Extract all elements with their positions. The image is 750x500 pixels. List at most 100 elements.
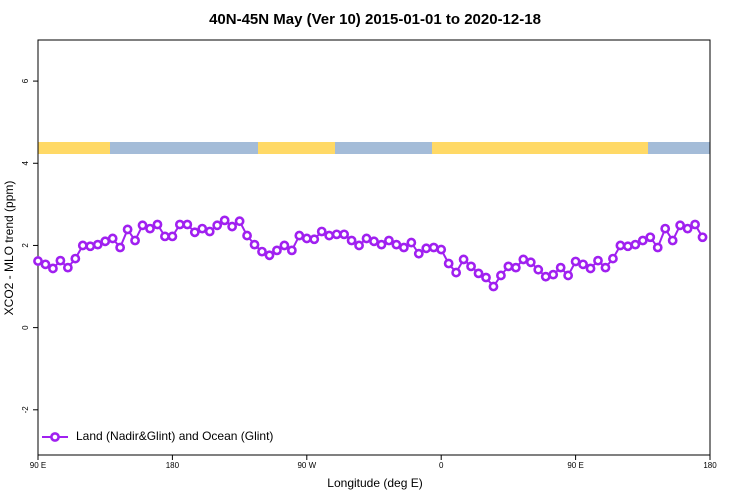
data-point: [346, 235, 357, 246]
data-point: [570, 256, 581, 267]
data-point: [272, 245, 282, 256]
data-point: [249, 239, 260, 250]
data-point: [585, 263, 596, 274]
ocean-band: [648, 142, 710, 154]
y-tick-label: 2: [21, 243, 30, 248]
y-tick-label: 0: [21, 325, 30, 330]
data-point: [137, 220, 148, 231]
data-point: [40, 259, 51, 270]
chart-title: 40N-45N May (Ver 10) 2015-01-01 to 2020-…: [209, 11, 541, 28]
data-point: [286, 245, 297, 256]
data-point: [77, 240, 88, 251]
data-point: [189, 227, 200, 238]
data-point: [160, 231, 170, 242]
data-point: [608, 253, 618, 264]
data-point: [294, 230, 305, 241]
data-point: [361, 233, 372, 244]
data-point: [518, 254, 529, 265]
land-band: [258, 142, 335, 154]
data-point: [55, 255, 66, 266]
data-point: [630, 239, 641, 250]
data-point: [548, 269, 559, 280]
data-point: [481, 272, 491, 283]
data-point: [182, 219, 193, 230]
data-point: [331, 229, 342, 240]
data-point: [660, 223, 671, 234]
data-point: [62, 262, 73, 273]
data-point: [301, 233, 312, 244]
data-point: [85, 241, 96, 252]
data-point: [316, 226, 327, 237]
data-point: [324, 230, 335, 241]
data-point: [667, 235, 678, 246]
data-point: [675, 220, 686, 231]
data-point: [398, 242, 409, 253]
data-point: [92, 239, 103, 250]
y-tick-label: -2: [21, 406, 30, 414]
data-point: [533, 264, 544, 275]
data-point: [652, 242, 663, 253]
land-band: [432, 142, 648, 154]
x-tick-label: 90 E: [30, 461, 46, 470]
data-point: [376, 239, 387, 250]
data-point: [212, 220, 223, 231]
data-point: [33, 256, 43, 266]
data-point: [354, 240, 364, 251]
data-point: [122, 224, 133, 235]
data-point: [145, 223, 155, 234]
data-point: [443, 258, 454, 269]
ocean-band: [110, 142, 258, 154]
data-point: [496, 270, 506, 281]
land-band: [38, 142, 110, 154]
data-point: [428, 242, 439, 253]
data-point: [219, 215, 230, 226]
data-point: [503, 261, 514, 272]
data-point: [197, 223, 208, 234]
data-point: [339, 229, 350, 240]
data-point: [167, 231, 178, 242]
x-tick-label: 180: [166, 461, 180, 470]
y-axis-label: XCO2 - MLO trend (ppm): [2, 181, 16, 316]
data-point: [130, 235, 140, 246]
data-point: [690, 219, 700, 230]
data-point: [421, 243, 432, 254]
data-point: [600, 262, 611, 273]
data-point: [100, 236, 111, 247]
data-point: [107, 233, 118, 244]
data-point: [593, 255, 603, 266]
data-point: [466, 261, 476, 272]
data-point: [234, 216, 245, 227]
data-point: [697, 232, 708, 243]
data-point: [488, 281, 499, 292]
data-point: [70, 253, 81, 264]
x-tick-label: 0: [439, 461, 444, 470]
y-tick-label: 4: [21, 160, 30, 165]
x-tick-label: 180: [703, 461, 717, 470]
plot-frame: [37, 39, 711, 456]
data-point: [510, 262, 521, 273]
data-point: [384, 235, 394, 246]
data-point: [525, 257, 536, 268]
data-point: [555, 262, 566, 273]
x-axis-label: Longitude (deg E): [327, 476, 422, 490]
data-point: [48, 263, 58, 274]
ocean-band: [335, 142, 432, 154]
data-point: [242, 230, 252, 241]
data-point: [451, 267, 462, 278]
data-point: [436, 244, 447, 255]
land-mask: [38, 142, 710, 154]
legend-label: Land (Nadir&Glint) and Ocean (Glint): [76, 429, 273, 443]
data-point: [204, 226, 215, 237]
x-tick-label: 90 W: [297, 461, 316, 470]
data-point: [615, 240, 626, 251]
data-point: [227, 221, 238, 232]
data-point: [473, 268, 484, 279]
data-point: [309, 234, 320, 245]
data-point: [637, 235, 648, 246]
data-point: [578, 259, 588, 270]
data-point: [279, 240, 290, 251]
data-point: [645, 232, 656, 243]
data-point: [264, 250, 275, 261]
y-tick-label: 6: [21, 78, 30, 83]
